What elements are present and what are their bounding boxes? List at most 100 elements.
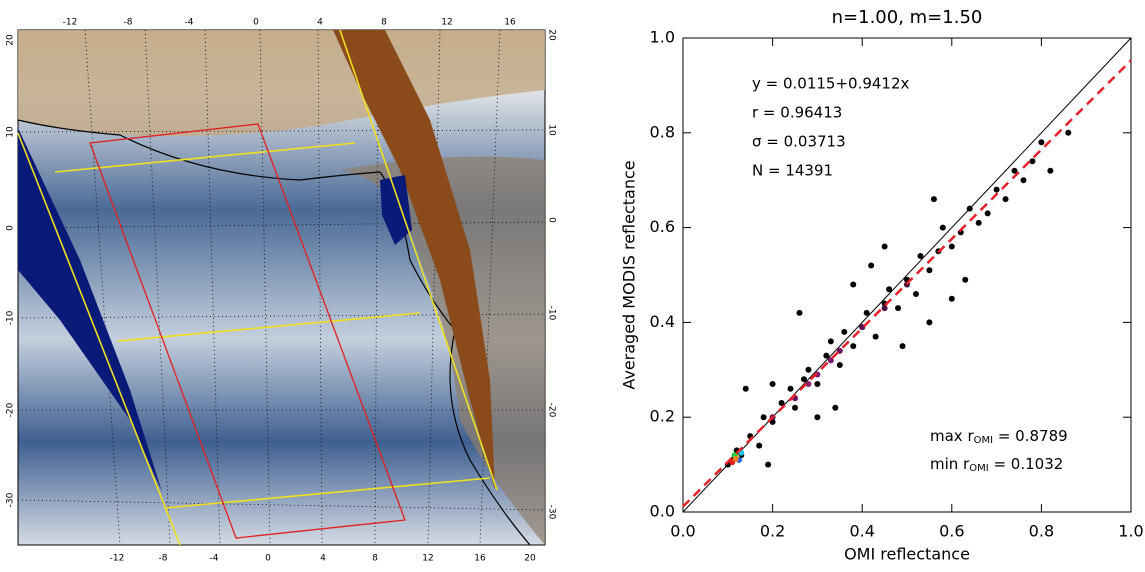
map-lat-label: 20 <box>6 34 16 46</box>
point <box>1065 129 1072 136</box>
point <box>800 376 807 383</box>
stat-label: r = 0.96413 <box>752 104 842 122</box>
stat-label: σ = 0.03713 <box>752 133 846 151</box>
x-tick-label: 0.4 <box>849 522 874 541</box>
map-lon-label: 20 <box>524 554 536 564</box>
map-lon-label: -4 <box>210 554 219 564</box>
y-tick-label: 0.6 <box>650 217 675 236</box>
chart-title: n=1.00, m=1.50 <box>832 7 983 28</box>
point <box>814 381 821 388</box>
map-lon-label: 8 <box>372 554 378 564</box>
dense-point <box>732 455 739 462</box>
map-lon-label: 12 <box>422 554 433 564</box>
point <box>895 305 902 312</box>
point <box>832 404 839 411</box>
point <box>926 267 933 274</box>
map-lon-label: 16 <box>504 18 516 28</box>
point <box>778 399 785 406</box>
y-axis-label: Averaged MODIS reflectance <box>620 160 639 389</box>
map-lon-label: -8 <box>159 554 168 564</box>
map-lon-label: 4 <box>317 18 323 28</box>
point <box>1038 139 1045 146</box>
point <box>930 196 937 203</box>
point <box>975 219 982 226</box>
point <box>765 461 772 468</box>
point <box>796 309 803 316</box>
point <box>962 276 969 283</box>
range-label: max rOMI = 0.8789 <box>930 427 1068 447</box>
point <box>742 385 749 392</box>
map-lon-label: 16 <box>474 554 486 564</box>
point <box>1002 196 1009 203</box>
point <box>966 205 973 212</box>
fit-line <box>682 59 1132 508</box>
y-tick-label: 0.2 <box>650 407 675 426</box>
map <box>17 29 546 546</box>
x-tick-label: 1.0 <box>1118 522 1143 541</box>
point <box>939 224 946 231</box>
map-lon-label: 12 <box>441 18 452 28</box>
point <box>1011 167 1018 174</box>
map-lat-label: -20 <box>547 403 557 418</box>
point <box>836 362 843 369</box>
map-lat-label: 0 <box>6 225 16 231</box>
point <box>872 333 879 340</box>
range-label-sub: OMI <box>969 463 988 474</box>
point <box>881 243 888 250</box>
point <box>787 385 794 392</box>
stat-label: y = 0.0115+0.9412x <box>752 75 910 93</box>
point <box>769 381 776 388</box>
x-tick-label: 0.0 <box>670 522 695 541</box>
map-lat-label: -30 <box>6 492 16 507</box>
point <box>863 309 870 316</box>
point <box>899 343 906 350</box>
range-label-sub: OMI <box>974 435 993 446</box>
point <box>868 262 875 269</box>
dense-point <box>881 305 888 312</box>
x-tick-label: 0.8 <box>1029 522 1054 541</box>
map-lon-label: 0 <box>265 554 271 564</box>
stat-label: N = 14391 <box>752 162 833 180</box>
point <box>886 286 893 293</box>
point <box>948 243 955 250</box>
range-label: min rOMI = 0.1032 <box>930 455 1063 475</box>
point <box>850 281 857 288</box>
point <box>850 343 857 350</box>
map-lat-label: 20 <box>547 29 557 41</box>
y-tick-label: 1.0 <box>650 28 675 47</box>
map-lon-label: -8 <box>124 18 133 28</box>
point <box>841 328 848 335</box>
point <box>926 319 933 326</box>
point <box>756 442 763 449</box>
point <box>948 295 955 302</box>
x-axis-label: OMI reflectance <box>844 545 970 564</box>
range-label-prefix: max r <box>930 427 974 445</box>
point <box>984 210 991 217</box>
one-to-one-line <box>682 37 1132 513</box>
point <box>814 414 821 421</box>
range-label-suffix: = 0.1032 <box>989 455 1064 473</box>
y-tick-label: 0.0 <box>650 502 675 521</box>
point <box>917 253 924 260</box>
plot-frame <box>682 37 1132 513</box>
point <box>1029 158 1036 165</box>
x-tick-label: 0.6 <box>939 522 964 541</box>
map-lon-label: -12 <box>63 18 78 28</box>
point <box>1020 177 1027 184</box>
map-lat-label: -30 <box>547 505 557 520</box>
dense-point <box>805 381 812 388</box>
map-lat-label: 10 <box>547 124 557 136</box>
point <box>823 352 830 359</box>
point <box>792 404 798 411</box>
point <box>760 414 767 421</box>
point <box>912 290 919 297</box>
scatter-plot <box>682 37 1132 513</box>
point <box>827 338 834 345</box>
map-lon-label: -12 <box>110 554 125 564</box>
y-tick-label: 0.4 <box>650 312 675 331</box>
x-tick-label: 0.2 <box>760 522 785 541</box>
range-label-suffix: = 0.8789 <box>993 427 1068 445</box>
range-label-prefix: min r <box>930 455 970 473</box>
point <box>993 186 1000 193</box>
